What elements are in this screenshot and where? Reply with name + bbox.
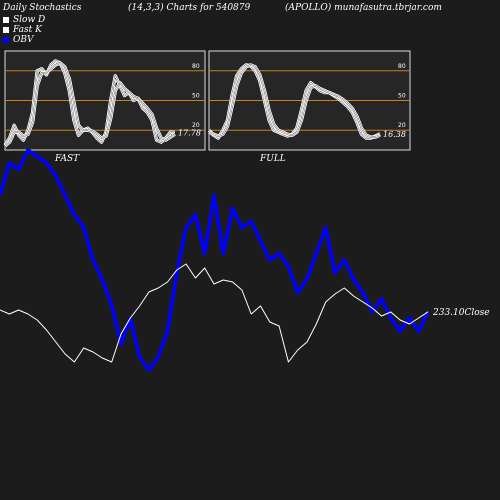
full-slow-d-line-2 (208, 64, 381, 138)
fast-last-value-label: 17.78 (178, 128, 201, 137)
close-last-value: 233.10 (432, 308, 465, 318)
legend-slow-d: Slow D (3, 15, 45, 25)
price-panel: 233.10Close (0, 148, 490, 372)
legend-slow-d-swatch (3, 16, 9, 23)
close-last-value-suffix: Close (465, 308, 490, 318)
full-panel: 20 50 80 16.38 FULL (207, 50, 411, 164)
full-fast-k-line-2 (208, 64, 381, 139)
legend-obv-label: OBV (13, 35, 34, 45)
fast-panel-title: FAST (54, 154, 80, 164)
fast-ytick-label: 80 (192, 63, 200, 70)
legend-obv: OBV (3, 35, 34, 45)
full-ytick-label: 50 (398, 93, 406, 100)
legend-fast-k-label: Fast K (13, 25, 42, 35)
full-last-value-label: 16.38 (383, 130, 406, 139)
legend-fast-k-swatch (3, 26, 9, 33)
close-last-value-label: 233.10Close (432, 308, 490, 318)
full-panel-title: FULL (259, 154, 286, 164)
fast-ytick-label: 20 (192, 122, 200, 129)
close-line (0, 263, 429, 363)
obv-line (0, 148, 430, 372)
legend-obv-swatch (3, 36, 9, 43)
fast-ytick-label: 50 (192, 93, 200, 100)
fast-panel: 20 50 80 17.78 FAST (3, 50, 206, 164)
fast-slow-d-line-2 (4, 62, 176, 147)
header-title: Daily Stochastics (3, 3, 82, 13)
full-ytick-label: 80 (398, 63, 406, 70)
header-source: (APOLLO) munafasutra.tbrjar.com (285, 3, 442, 13)
full-ytick-label: 20 (398, 122, 406, 129)
legend-slow-d-label: Slow D (13, 15, 46, 25)
header-chart-params: (14,3,3) Charts for 540879 (128, 3, 251, 13)
legend-fast-k: Fast K (3, 25, 42, 35)
